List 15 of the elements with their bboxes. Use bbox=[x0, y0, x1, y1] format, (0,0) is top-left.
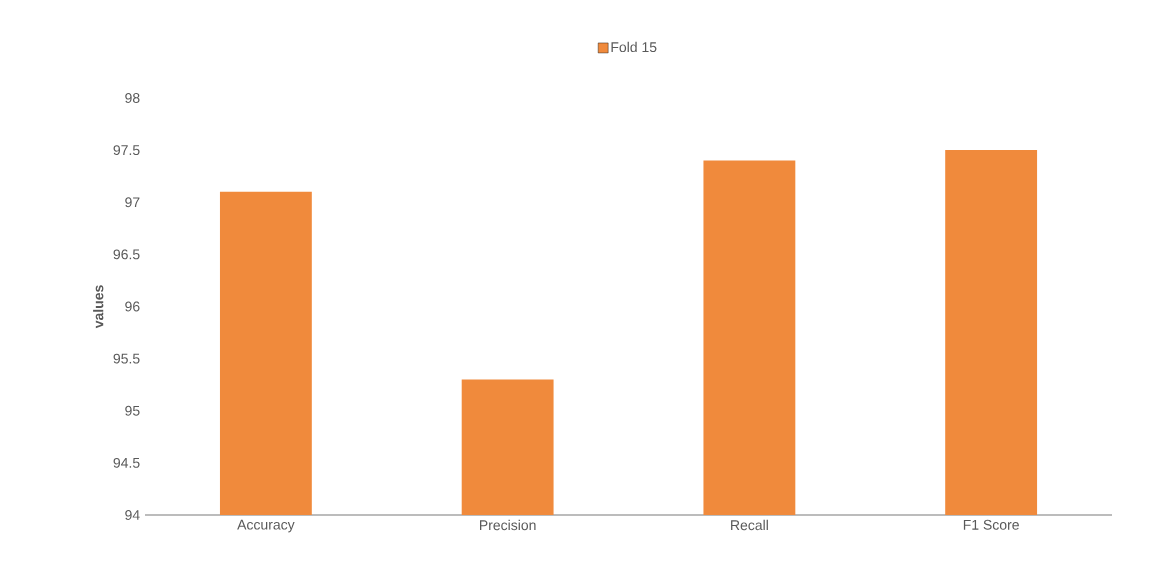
x-tick-label: F1 Score bbox=[963, 519, 1019, 530]
y-tick-label: 97 bbox=[125, 197, 140, 208]
y-tick-label: 94.5 bbox=[113, 457, 140, 468]
y-axis-title: values bbox=[93, 285, 104, 329]
x-tick-label: Recall bbox=[731, 519, 768, 531]
x-tick-label: Precision bbox=[480, 519, 536, 531]
legend-label: Fold 15 bbox=[611, 41, 657, 53]
y-tick-label: 95 bbox=[125, 405, 140, 416]
y-tick-label: 96.5 bbox=[113, 249, 140, 260]
y-tick-label: 95.5 bbox=[113, 353, 140, 364]
y-tick-label: 98 bbox=[125, 93, 140, 103]
y-tick-label: 96 bbox=[125, 301, 140, 312]
x-tick-label: Accuracy bbox=[237, 519, 295, 533]
y-tick-label: 97.5 bbox=[113, 145, 140, 156]
y-tick-label: 94 bbox=[125, 510, 140, 520]
